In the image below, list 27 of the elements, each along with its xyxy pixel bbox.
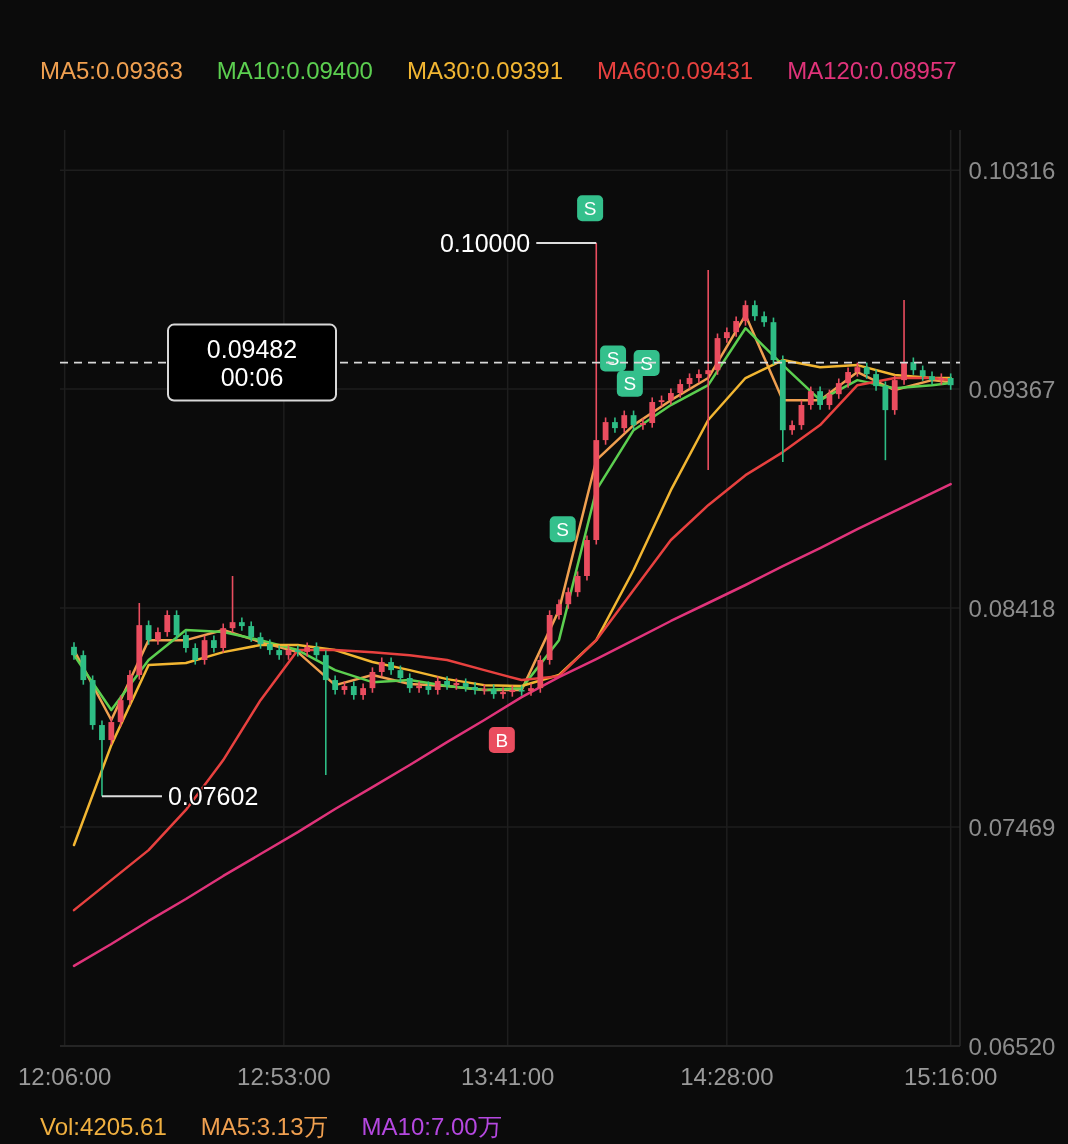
- y-tick-label: 0.09367: [968, 375, 1056, 403]
- text: MA30:0.09391: [406, 56, 564, 84]
- y-tick-label: 0.07469: [968, 813, 1056, 841]
- line-series: [72, 482, 952, 968]
- text: MA5:3.13万: [200, 1112, 328, 1140]
- x-tick-label: 13:41:00: [460, 1062, 555, 1090]
- text: Vol:4205.61: [40, 1112, 167, 1140]
- data-label: S: [583, 197, 597, 219]
- text: MA5:0.09363: [40, 56, 183, 84]
- ref-line-label: 0.09482 00:06: [206, 334, 298, 391]
- text: MA10:0.09400: [216, 56, 373, 84]
- x-tick-label: 12:06:00: [17, 1062, 112, 1090]
- text: MA60:0.09431: [597, 56, 754, 84]
- text: MA10:7.00万: [361, 1112, 502, 1140]
- data-label: S: [606, 347, 620, 369]
- annotation: 0.10000: [439, 229, 531, 258]
- data-label: S: [640, 352, 653, 374]
- data-label: S: [623, 373, 637, 395]
- x-tick-label: 12:53:00: [237, 1062, 331, 1090]
- data-label: B: [495, 729, 509, 751]
- data-label: S: [556, 518, 570, 540]
- text: MA120:0.08957: [787, 56, 957, 84]
- y-tick-label: 0.10316: [968, 156, 1056, 184]
- x-tick-label: 15:16:00: [903, 1062, 998, 1090]
- x-tick-label: 14:28:00: [680, 1062, 774, 1090]
- y-tick-label: 0.06520: [968, 1032, 1056, 1060]
- y-tick-label: 0.08418: [968, 594, 1056, 622]
